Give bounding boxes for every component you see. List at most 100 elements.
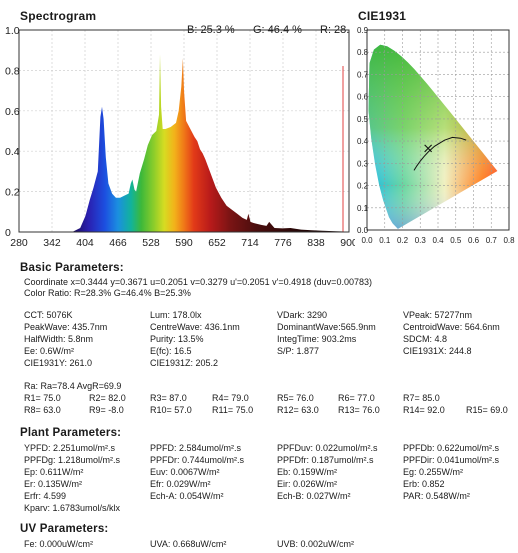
basic-param-0-2: VDark: 3290 [277, 310, 328, 320]
cie-x-tick: 0.5 [450, 236, 462, 245]
spectrogram-x-tick: 466 [109, 237, 127, 249]
basic-param-3-3: CIE1931X: 244.8 [403, 346, 472, 356]
basic-param-2-0: HalfWidth: 5.8nm [24, 334, 94, 344]
cie-x-tick: 0.0 [361, 236, 373, 245]
spectrogram-x-tick: 776 [274, 237, 292, 249]
spectrogram-x-tick: 342 [43, 237, 61, 249]
basic-param-2-1: Purity: 13.5% [150, 334, 204, 344]
plant-param-2-0: Ep: 0.611W/m² [24, 467, 84, 477]
cri-value-1-4: R12= 63.0 [277, 405, 319, 415]
plant-param-0-0: YPFD: 2.251umol/m².s [24, 443, 116, 453]
spectrogram-y-tick: 0.6 [5, 106, 20, 118]
plant-param-3-0: Er: 0.135W/m² [24, 479, 83, 489]
basic-param-0-3: VPeak: 57277nm [403, 310, 473, 320]
cri-value-1-1: R9= -8.0 [89, 405, 124, 415]
cie-y-tick: 0.1 [357, 204, 369, 213]
cie-y-tick: 0.2 [357, 182, 369, 191]
spectrogram-y-tick: 1.0 [5, 26, 20, 37]
plant-param-4-2: Ech-B: 0.027W/m² [277, 491, 351, 501]
cri-value-1-3: R11= 75.0 [212, 405, 254, 415]
cri-value-0-4: R5= 76.0 [277, 393, 314, 403]
cie-frame [366, 29, 510, 231]
cie-x-tick: 0.7 [486, 236, 498, 245]
cie-x-tick: 0.3 [415, 236, 427, 245]
kparv-line: Kparv: 1.6783umol/s/klx [24, 503, 121, 513]
basic-param-3-1: E(fc): 16.5 [150, 346, 192, 356]
spectrogram-y-tick: 0.4 [5, 146, 20, 158]
spectrogram-x-tick: 714 [241, 237, 259, 249]
cri-value-1-2: R10= 57.0 [150, 405, 192, 415]
cie-y-tick: 0.6 [357, 93, 369, 102]
basic-param-1-1: CentreWave: 436.1nm [150, 322, 240, 332]
basic-param-3-2: S/P: 1.877 [277, 346, 320, 356]
basic-param-0-0: CCT: 5076K [24, 310, 73, 320]
spectrogram-y-tick: 0.8 [5, 65, 20, 77]
basic-param-1-0: PeakWave: 435.7nm [24, 322, 108, 332]
cri-value-0-5: R6= 77.0 [338, 393, 375, 403]
cri-value-0-2: R3= 87.0 [150, 393, 187, 403]
plant-param-0-1: PPFD: 2.584umol/m².s [150, 443, 242, 453]
cie-y-tick: 0.3 [357, 159, 369, 168]
cie-x-tick: 0.8 [503, 236, 515, 245]
planckian-locus-line [413, 136, 467, 171]
cie-x-tick: 0.6 [468, 236, 480, 245]
plant-param-4-1: Ech-A: 0.054W/m² [150, 491, 224, 501]
point-cross-b [424, 144, 433, 153]
plant-param-4-0: Erfr: 4.599 [24, 491, 67, 501]
plant-param-2-3: Eg: 0.255W/m² [403, 467, 464, 477]
basic-param-1-3: CentroidWave: 564.6nm [403, 322, 500, 332]
spectrogram-x-tick: 280 [10, 237, 28, 249]
plant-param-1-2: PPFDfr: 0.187umol/m².s [277, 455, 374, 465]
cie-y-tick: 0.8 [357, 48, 369, 57]
uv-param-0-2: UVB: 0.002uW/cm² [277, 539, 355, 549]
cie1931-chart: 0.9 0.8 0.7 0.6 0.5 0.4 0.3 0.2 0.1 0.0 0.0 0.1 0.2… [357, 26, 515, 245]
cri-value-0-1: R2= 82.0 [89, 393, 126, 403]
basic-param-2-2: IntegTime: 903.2ms [277, 334, 357, 344]
cri-value-0-6: R7= 85.0 [403, 393, 440, 403]
spectrogram-frame [18, 29, 350, 233]
basic-param-1-2: DominantWave:565.9nm [277, 322, 376, 332]
spectrogram-x-ticks: 280 342 404 466 528 590 652 714 776 838 900 [10, 237, 355, 249]
plant-param-4-3: PAR: 0.548W/m² [403, 491, 470, 501]
color-ratio-line: Color Ratio: R=28.3% G=46.4% B=25.3% [24, 288, 191, 298]
cie-x-tick: 0.1 [379, 236, 391, 245]
cie-x-tick: 0.4 [432, 236, 444, 245]
cri-value-0-3: R4= 79.0 [212, 393, 249, 403]
spectrogram-y-tick: 0 [5, 227, 11, 239]
cie-y-tick: 0.9 [357, 26, 369, 35]
spectrogram-title: Spectrogram [20, 9, 97, 23]
cri-value-1-7: R15= 69.0 [466, 405, 508, 415]
uv-param-0-1: UVA: 0.668uW/cm² [150, 539, 227, 549]
spectrum-area [72, 54, 349, 233]
plant-param-3-1: Efr: 0.029W/m² [150, 479, 211, 489]
basic-param-2-3: SDCM: 4.8 [403, 334, 448, 344]
spectrogram-x-tick: 900 [340, 237, 355, 249]
plant-param-3-2: Eir: 0.026W/m² [277, 479, 338, 489]
cie-y-ticks: 0.9 0.8 0.7 0.6 0.5 0.4 0.3 0.2 0.1 0.0 [357, 26, 369, 235]
cri-value-0-0: R1= 75.0 [24, 393, 61, 403]
plant-param-1-3: PPFDir: 0.041umol/m².s [403, 455, 500, 465]
cri-value-1-5: R13= 76.0 [338, 405, 380, 415]
plant-parameters-title: Plant Parameters: [20, 427, 122, 439]
basic-param-4-1: CIE1931Z: 205.2 [150, 358, 219, 368]
plant-param-0-2: PPFDuv: 0.022umol/m².s [277, 443, 378, 453]
basic-param-3-0: Ee: 0.6W/m² [24, 346, 75, 356]
chromaticity-point-marker [424, 144, 433, 153]
cri-value-1-0: R8= 63.0 [24, 405, 61, 415]
uv-parameters-title: UV Parameters: [20, 523, 109, 535]
basic-parameters-title: Basic Parameters: [20, 262, 124, 274]
plant-param-3-3: Erb: 0.852 [403, 479, 445, 489]
basic-param-0-1: Lum: 178.0lx [150, 310, 202, 320]
spectrogram-x-tick: 528 [142, 237, 160, 249]
spectrogram-chart: 1.0 0.8 0.6 0.4 0.2 0 280 342 404 466 528 590 652 71… [5, 26, 355, 249]
spectrogram-y-tick: 0.2 [5, 187, 20, 199]
spectrogram-x-tick: 652 [208, 237, 226, 249]
cie-x-tick: 0.2 [397, 236, 409, 245]
plant-param-1-0: PPFDg: 1.218umol/m².s [24, 455, 121, 465]
cri-value-1-6: R14= 92.0 [403, 405, 445, 415]
basic-param-4-0: CIE1931Y: 261.0 [24, 358, 93, 368]
plant-param-2-2: Eb: 0.159W/m² [277, 467, 338, 477]
cie-y-tick: 0.0 [357, 226, 369, 235]
cie-y-tick: 0.5 [357, 115, 369, 124]
ra-line: Ra: Ra=78.4 AvgR=69.9 [24, 381, 122, 391]
